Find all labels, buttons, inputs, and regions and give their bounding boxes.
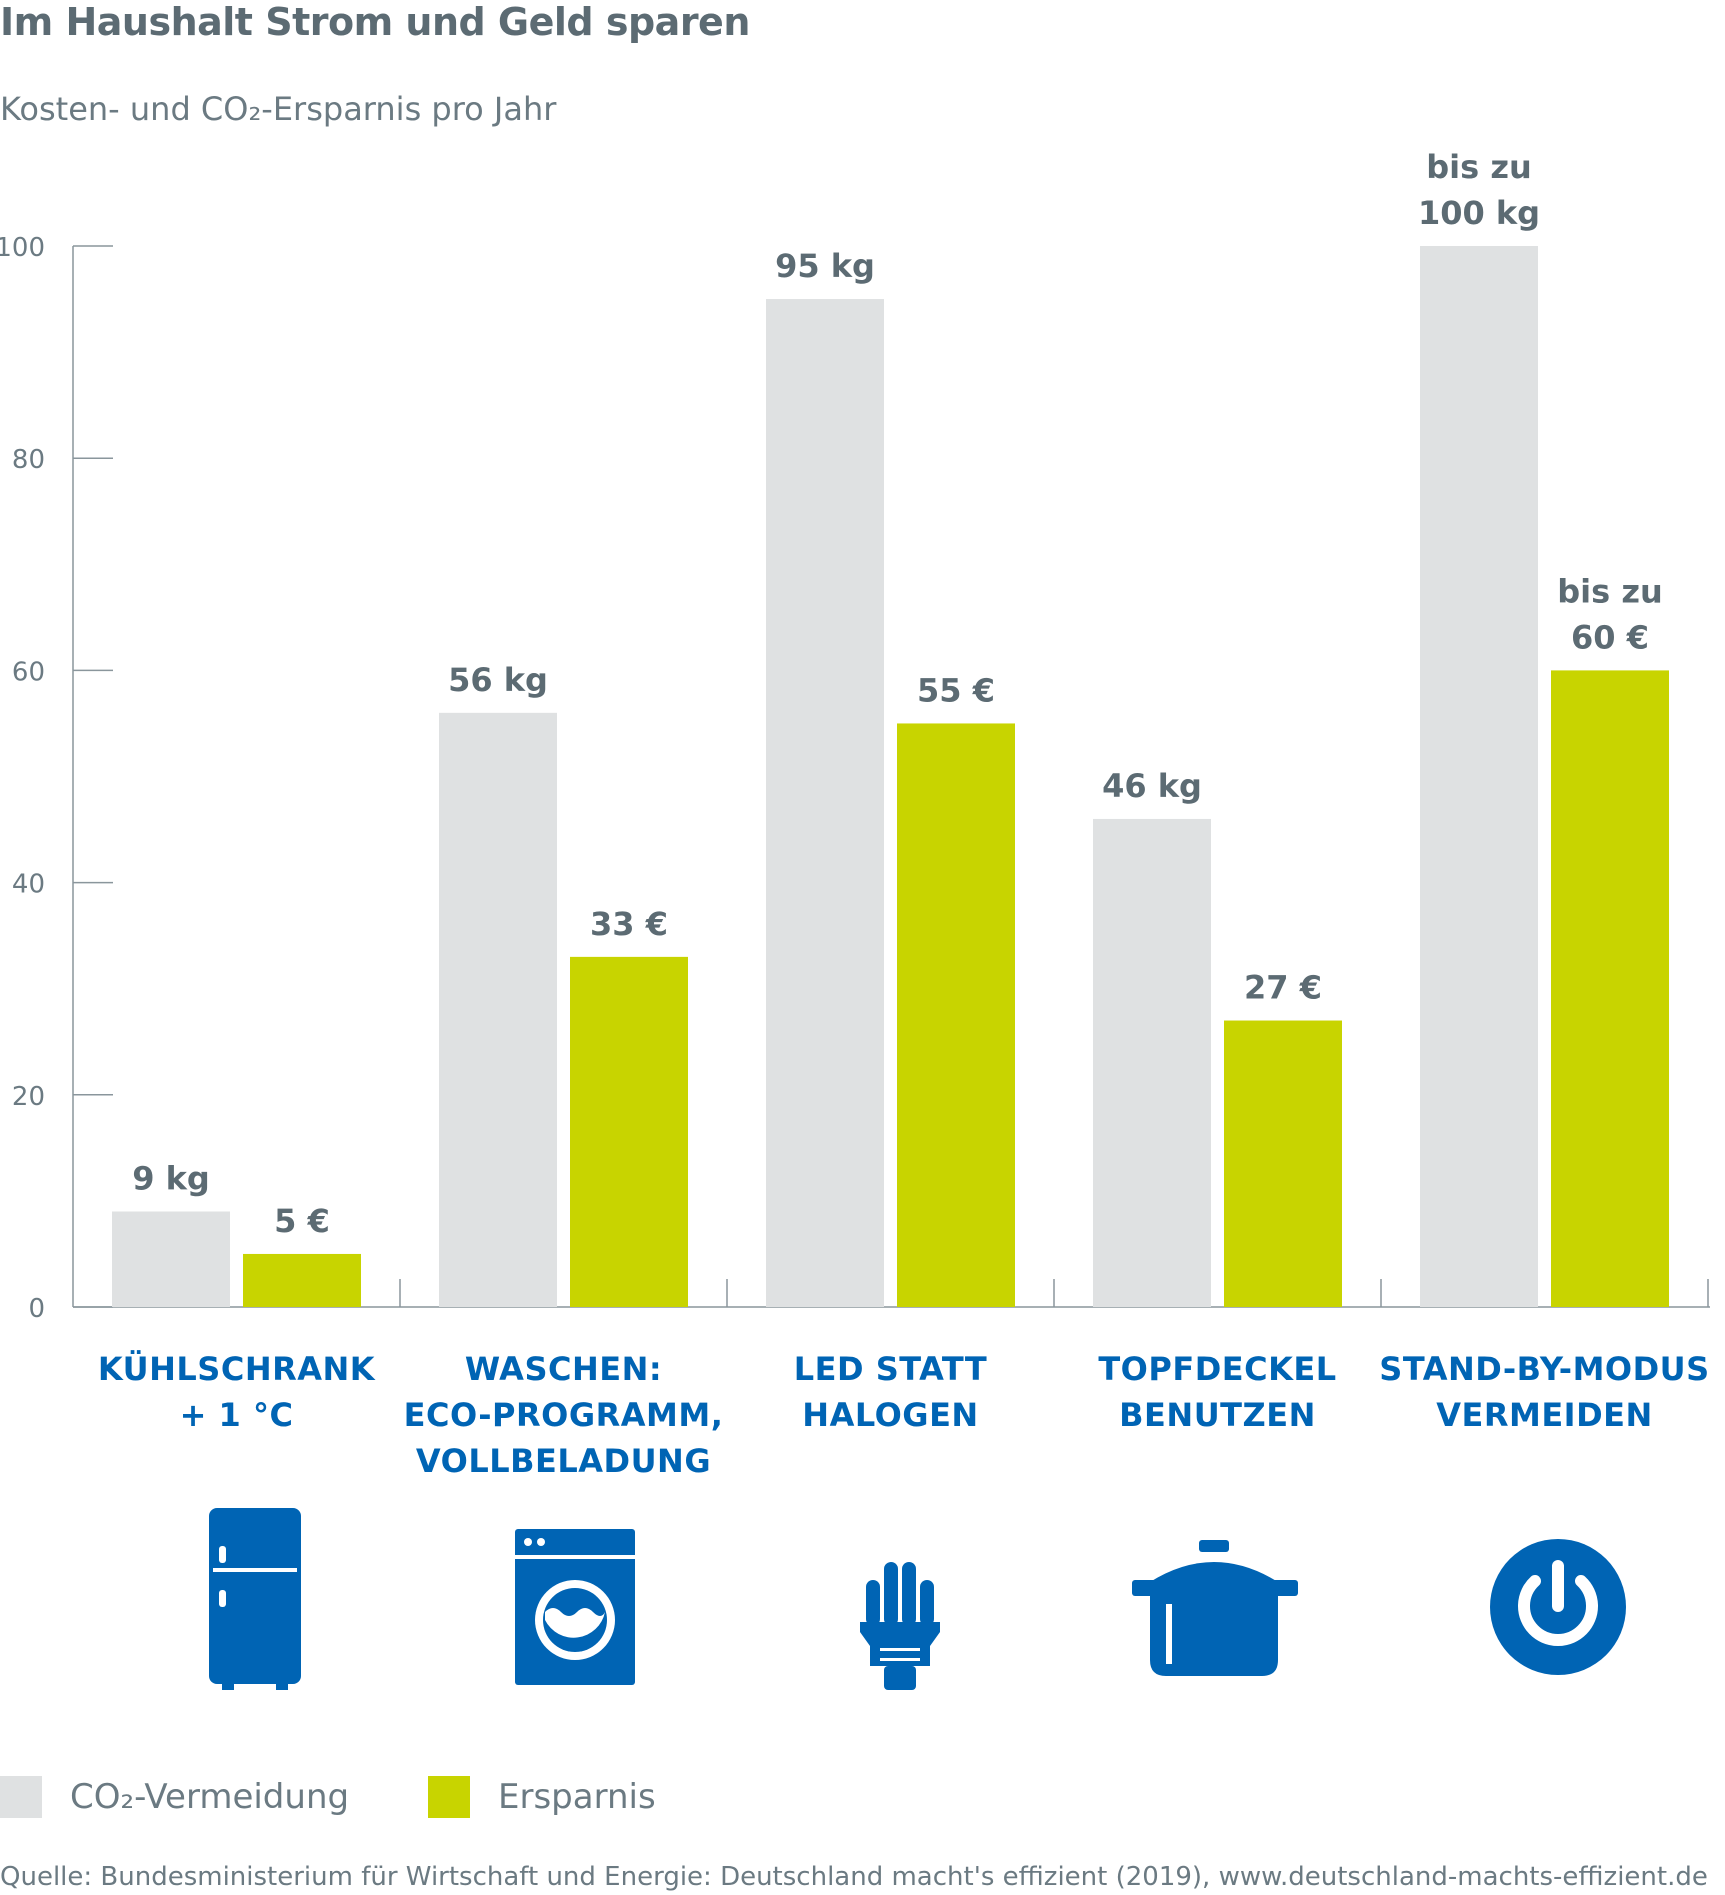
legend-co2-swatch — [0, 1776, 42, 1818]
bar — [766, 299, 884, 1307]
bar-value-label: 56 kg — [448, 661, 548, 699]
bar-value-label: 60 € — [1571, 618, 1649, 656]
fridge-icon — [209, 1508, 301, 1690]
bar — [1224, 1020, 1342, 1307]
bar-value-label: 100 kg — [1418, 194, 1540, 232]
legend-savings: Ersparnis — [428, 1776, 656, 1818]
bar-value-label: bis zu — [1426, 148, 1531, 186]
category-label: VOLLBELADUNG — [416, 1442, 711, 1480]
bar — [439, 712, 557, 1307]
source-note: Quelle: Bundesministerium für Wirtschaft… — [0, 1862, 1708, 1892]
legend-co2: CO₂-Vermeidung — [0, 1776, 349, 1818]
bar-value-label: 27 € — [1244, 969, 1322, 1007]
y-tick-label: 20 — [12, 1082, 45, 1112]
bar-value-label: bis zu — [1557, 572, 1662, 610]
chart-subtitle: Kosten- und CO₂-Ersparnis pro Jahr — [0, 90, 557, 128]
y-tick-label: 80 — [12, 445, 45, 475]
category-label: STAND-BY-MODUS — [1379, 1350, 1709, 1388]
bar-value-label: 46 kg — [1102, 767, 1202, 805]
bar — [112, 1211, 230, 1307]
bar — [1420, 246, 1538, 1307]
y-tick-label: 60 — [12, 657, 45, 687]
category-label: HALOGEN — [802, 1396, 978, 1434]
bar — [570, 956, 688, 1307]
category-label: VERMEIDEN — [1436, 1396, 1653, 1434]
chart-title: Im Haushalt Strom und Geld sparen — [0, 0, 750, 44]
bar-chart: 0 20 40 60 80 100 9 kg 5 € KÜHLSCHRANK + 1 °C 56 k… — [0, 148, 1710, 1690]
bar — [243, 1253, 361, 1307]
bar — [897, 723, 1015, 1307]
bar-value-label: 9 kg — [132, 1160, 210, 1198]
legend-savings-label: Ersparnis — [498, 1777, 656, 1817]
cooking-pot-icon — [1132, 1540, 1298, 1676]
legend-savings-swatch — [428, 1776, 470, 1818]
bar-value-label: 55 € — [917, 671, 995, 709]
category-label: KÜHLSCHRANK — [98, 1350, 376, 1388]
category-label: ECO-PROGRAMM, — [404, 1396, 724, 1434]
light-bulb-icon — [860, 1562, 940, 1690]
legend-co2-label: CO₂-Vermeidung — [70, 1777, 350, 1817]
y-tick-label: 40 — [12, 870, 45, 900]
washing-machine-icon — [515, 1529, 635, 1685]
power-icon — [1490, 1539, 1626, 1675]
bar-value-label: 95 kg — [775, 247, 875, 285]
category-label: TOPFDECKEL — [1098, 1350, 1336, 1388]
category-label: LED STATT — [794, 1350, 988, 1388]
bar-value-label: 5 € — [274, 1202, 330, 1240]
bar — [1551, 670, 1669, 1307]
bar-value-label: 33 € — [590, 905, 668, 943]
category-label: + 1 °C — [180, 1396, 294, 1434]
y-tick-label: 100 — [0, 233, 45, 263]
category-label: BENUTZEN — [1119, 1396, 1316, 1434]
category-label: WASCHEN: — [465, 1350, 662, 1388]
bar — [1093, 818, 1211, 1307]
y-tick-label: 0 — [28, 1294, 45, 1324]
